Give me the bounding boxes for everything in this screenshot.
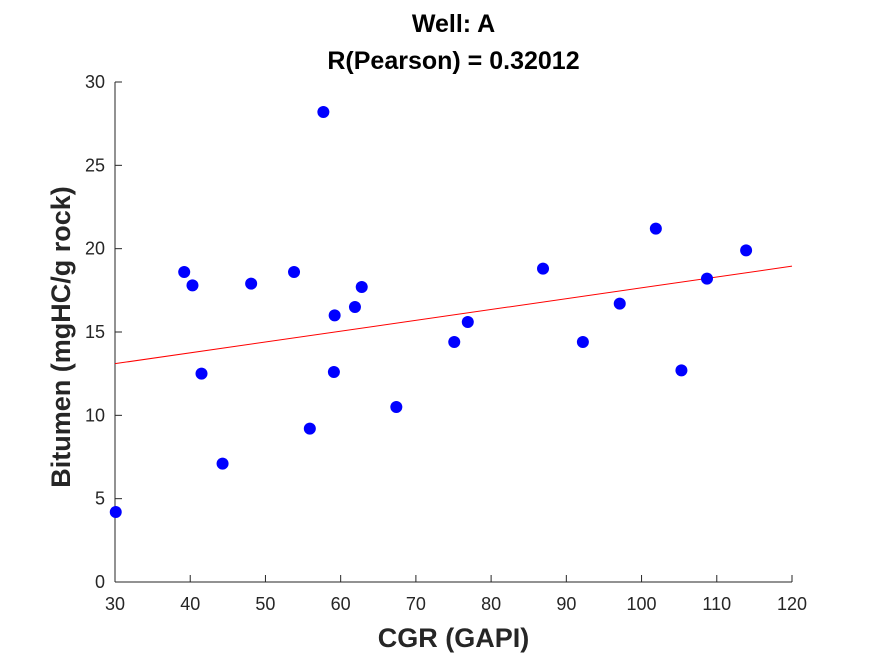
data-point <box>288 266 301 278</box>
y-tick-label: 30 <box>85 72 105 92</box>
axes: 30 40 50 60 70 80 90 100 110 120 0 5 10 15 20 25 30 <box>85 72 807 614</box>
data-point <box>461 316 474 328</box>
x-tick-label: 110 <box>702 594 731 614</box>
x-tick-label: 80 <box>481 594 501 614</box>
title-line-2: R(Pearson) = 0.32012 <box>327 47 579 75</box>
data-point <box>109 506 122 518</box>
data-point <box>448 336 461 348</box>
x-axis-label: CGR (GAPI) <box>378 623 530 653</box>
data-point <box>537 262 550 275</box>
data-points <box>109 106 753 518</box>
x-tick-label: 60 <box>331 594 351 614</box>
data-point <box>178 266 191 278</box>
y-ticks: 0 5 10 15 20 25 30 <box>85 72 122 592</box>
x-tick-label: 70 <box>406 594 426 614</box>
y-tick-label: 25 <box>85 155 105 175</box>
data-point <box>700 272 713 285</box>
data-point <box>216 457 229 470</box>
x-tick-label: 120 <box>777 594 807 614</box>
x-tick-label: 100 <box>627 594 657 614</box>
y-tick-label: 0 <box>95 572 105 592</box>
data-point <box>245 277 258 290</box>
title-line-1: Well: A <box>412 10 495 38</box>
data-point <box>303 422 316 435</box>
data-point <box>317 106 330 118</box>
x-ticks: 30 40 50 60 70 80 90 100 110 120 <box>105 575 807 614</box>
data-point <box>327 366 340 378</box>
x-tick-label: 50 <box>255 594 275 614</box>
y-tick-label: 5 <box>95 489 105 509</box>
regression-line <box>114 265 793 365</box>
data-point <box>328 309 341 322</box>
x-tick-label: 40 <box>180 594 200 614</box>
y-axis-label: Bitumen (mgHC/g rock) <box>46 186 76 488</box>
y-tick-label: 20 <box>85 239 105 259</box>
x-tick-label: 30 <box>105 594 125 614</box>
data-point <box>613 297 626 310</box>
data-point <box>355 281 368 293</box>
x-tick-label: 90 <box>556 594 576 614</box>
data-point <box>348 301 361 313</box>
data-point <box>740 244 753 257</box>
data-point <box>675 364 688 377</box>
data-point <box>390 401 403 413</box>
y-tick-label: 15 <box>85 322 105 342</box>
data-point <box>186 279 199 292</box>
chart-title: Well: A R(Pearson) = 0.32012 <box>327 10 579 75</box>
data-point <box>649 222 662 235</box>
y-tick-label: 10 <box>85 405 105 425</box>
data-point <box>195 367 208 380</box>
fit-line-layer <box>114 265 793 365</box>
data-point <box>576 336 589 348</box>
